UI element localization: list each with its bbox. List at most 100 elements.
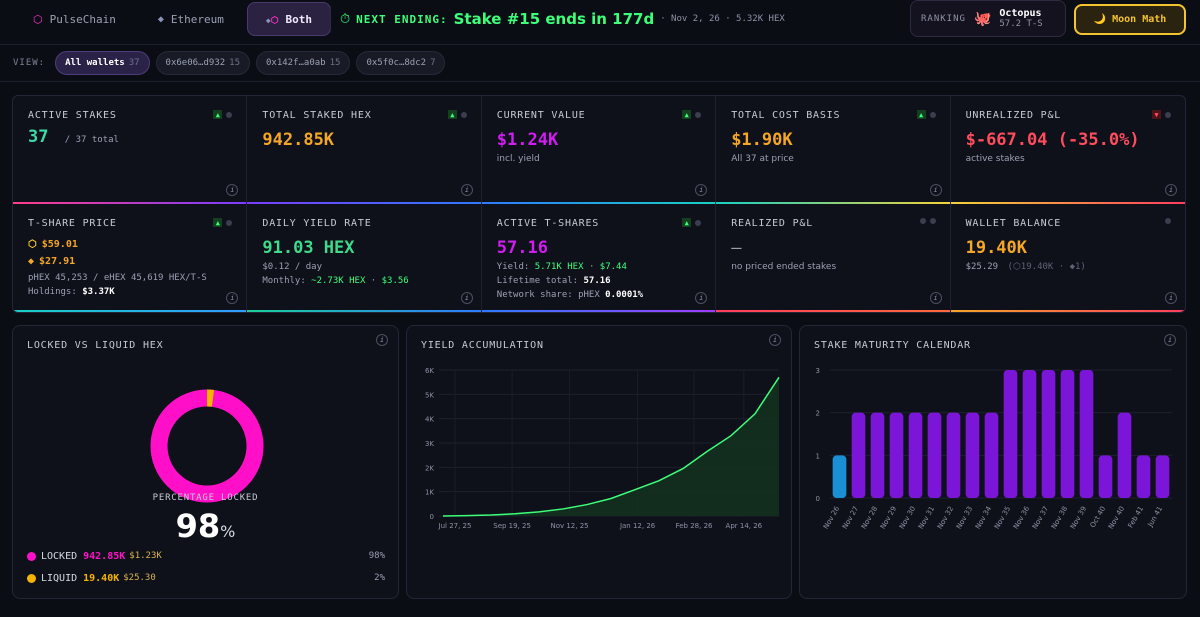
dot-icon	[695, 219, 702, 226]
maturity-bar	[1155, 455, 1170, 498]
y-tick-label: 3K	[425, 440, 434, 448]
card-title: REALIZED P&L	[731, 218, 814, 229]
trend-up-icon: ▲	[213, 218, 223, 227]
card-title: WALLET BALANCE	[965, 218, 1062, 229]
timer-icon: ⏱	[340, 11, 351, 27]
monthly-usd: $3.56	[381, 276, 409, 286]
y-tick-label: 2K	[425, 464, 434, 472]
view-label: VIEW:	[13, 58, 46, 68]
x-tick-label: Nov 31	[917, 505, 936, 530]
next-ending-details: · Nov 2, 26 · 5.32K HEX	[660, 14, 785, 24]
balance-sub-row: $25.29 (⬡19.40K · ◆1)	[966, 262, 1170, 272]
info-icon[interactable]: i	[929, 292, 942, 304]
tab-pulsechain[interactable]: ⬡ PulseChain	[14, 2, 135, 36]
yield-hex: 5.71K HEX	[534, 262, 584, 272]
info-icon[interactable]: i	[695, 292, 708, 304]
tab-label: Both	[285, 12, 313, 26]
info-icon[interactable]: i	[1164, 184, 1177, 196]
maturity-chart: 0 1 2 3 Nov 26 Nov 27 Nov 28 Nov 29 Nov 30 Nov 31…	[816, 367, 1172, 531]
card-value: 91.03 HEX	[262, 238, 355, 258]
trend-indicators	[919, 218, 936, 224]
donut-chart	[150, 389, 264, 503]
info-icon[interactable]: i	[1164, 292, 1177, 304]
maturity-bar	[1022, 370, 1037, 498]
trend-up-icon: ▲	[682, 110, 692, 119]
monthly-row: Monthly: ~2.73K HEX · $3.56	[262, 276, 409, 286]
lifetime-label: Lifetime total:	[496, 276, 579, 286]
maturity-bar	[908, 412, 923, 498]
card-value: $1.90K	[731, 130, 793, 150]
accent-line	[716, 310, 950, 312]
x-tick-label: Jan 12, 26	[619, 522, 656, 530]
dot-icon	[929, 111, 936, 118]
legend-pct: 98%	[368, 551, 385, 561]
tab-both[interactable]: ◆⬡ Both	[246, 2, 332, 36]
balance-usd: $25.29	[965, 262, 999, 272]
info-icon[interactable]: i	[460, 292, 473, 304]
dot-icon	[919, 218, 926, 224]
y-tick-label: 6K	[425, 367, 434, 375]
x-tick-label: Nov 36	[1012, 505, 1032, 531]
pulse-price-row: ⬡ $59.01	[28, 239, 231, 250]
x-tick-label: Jun 41	[1146, 505, 1164, 529]
top-bar: ⬡ PulseChain ◆ Ethereum ◆⬡ Both ⏱ NEXT E…	[0, 0, 1200, 40]
yield-area	[443, 377, 779, 516]
tab-label: PulseChain	[49, 12, 116, 26]
pulse-price: $59.01	[41, 239, 78, 250]
ranking-badge[interactable]: RANKING 🐙 Octopus 57.2 T-S	[910, 0, 1066, 37]
accent-line	[481, 310, 716, 312]
wallet-view-bar: VIEW: All wallets 37 0x6e06…d932 15 0x14…	[0, 44, 1200, 82]
wallet-chip-all[interactable]: All wallets 37	[55, 51, 150, 75]
x-tick-label: Oct 40	[1089, 505, 1108, 529]
card-cost-basis: TOTAL COST BASIS ▲ $1.90K All 37 at pric…	[716, 96, 951, 204]
info-icon[interactable]: i	[769, 334, 781, 346]
x-tick-label: Nov 40	[1107, 505, 1126, 530]
holdings-label: Holdings:	[28, 287, 77, 297]
card-title: T-SHARE PRICE	[28, 218, 117, 229]
yield-usd: $7.44	[599, 262, 627, 272]
monthly-hex: ~2.73K HEX	[311, 276, 366, 286]
wallet-chip[interactable]: 0x6e06…d932 15	[155, 51, 250, 75]
maturity-bar	[1003, 370, 1018, 498]
card-suffix: / 37 total	[64, 135, 119, 145]
maturity-bar	[965, 412, 980, 498]
x-tick-label: Nov 33	[955, 505, 974, 530]
percentage-label: PERCENTAGE LOCKED	[152, 493, 259, 503]
info-icon[interactable]: i	[460, 184, 473, 196]
moon-math-button[interactable]: 🌙 Moon Math	[1074, 4, 1186, 35]
network-share-row: Network share: pHEX 0.0001%	[497, 290, 700, 300]
info-icon[interactable]: i	[226, 292, 239, 304]
info-icon[interactable]: i	[929, 184, 942, 196]
y-tick-label: 4K	[425, 416, 434, 424]
next-ending-label: NEXT ENDING:	[356, 12, 448, 26]
accent-line	[481, 202, 716, 204]
info-icon[interactable]: i	[695, 184, 708, 196]
x-tick-label: Nov 27	[841, 505, 860, 530]
holdings-value: $3.37K	[82, 287, 115, 297]
hexagon-icon: ⬡	[28, 239, 37, 250]
y-tick-label: 1	[816, 452, 820, 460]
y-tick-label: 5K	[425, 391, 434, 399]
wallet-chip[interactable]: 0x142f…a0ab 15	[256, 51, 351, 75]
x-tick-label: Nov 32	[936, 505, 955, 530]
card-value: $1.24K	[496, 130, 559, 150]
x-tick-label: Nov 29	[879, 505, 898, 530]
maturity-bar	[927, 412, 942, 498]
info-icon[interactable]: i	[376, 334, 388, 346]
panel-title: STAKE MATURITY CALENDAR	[814, 340, 971, 351]
x-tick-label: Feb 41	[1127, 505, 1146, 529]
info-icon[interactable]: i	[226, 184, 239, 196]
trend-indicators: ▲	[682, 218, 702, 227]
locked-liquid-panel: LOCKED VS LIQUID HEX i PERCENTAGE LOCKED…	[12, 325, 399, 599]
maturity-bar	[870, 412, 885, 498]
yield-line	[442, 376, 780, 517]
next-ending-banner[interactable]: ⏱ NEXT ENDING: Stake #15 ends in 177d · …	[340, 0, 785, 38]
tab-ethereum[interactable]: ◆ Ethereum	[139, 2, 243, 36]
ranking-label: RANKING	[921, 13, 966, 24]
balance-breakdown: (⬡19.40K · ◆1)	[1007, 262, 1086, 272]
x-tick-label: Apr 14, 26	[726, 522, 763, 530]
trend-up-icon: ▲	[447, 110, 457, 119]
wallet-chip[interactable]: 0x5f0c…8dc2 7	[356, 51, 446, 75]
donut-locked	[150, 389, 264, 503]
info-icon[interactable]: i	[1164, 334, 1176, 346]
